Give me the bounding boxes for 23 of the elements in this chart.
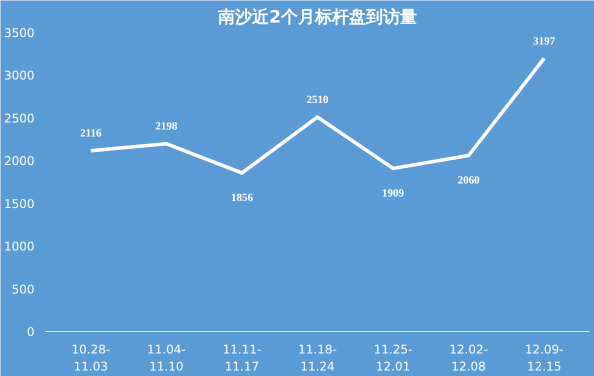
- y-tick-label: 1500: [4, 196, 35, 211]
- x-tick-label: 11.04- 11.10: [147, 342, 186, 374]
- data-label: 2510: [306, 94, 329, 106]
- data-label: 2116: [80, 128, 102, 140]
- y-tick-label: 2500: [4, 111, 35, 126]
- data-label: 1856: [230, 192, 254, 204]
- y-tick-label: 0: [26, 325, 35, 339]
- data-label: 3197: [533, 35, 556, 48]
- chart-title: 南沙近2个月标杆盘到访量: [217, 8, 417, 28]
- data-label: 2060: [458, 174, 480, 187]
- y-tick-label: 500: [12, 282, 34, 296]
- x-tick-label: 12.09- 12.15: [524, 342, 564, 374]
- data-label: 1909: [382, 187, 405, 200]
- x-tick-label: 11.18- 11.24: [298, 342, 337, 374]
- x-tick-label: 11.11- 11.17: [222, 342, 262, 374]
- x-tick-label: 10.28- 11.03: [71, 342, 110, 374]
- y-tick-label: 2000: [4, 154, 35, 168]
- x-tick-label: 12.02- 12.08: [449, 342, 488, 374]
- y-tick-label: 1000: [4, 240, 35, 254]
- data-label: 2198: [155, 120, 178, 133]
- x-tick-label: 11.25- 12.01: [374, 342, 412, 374]
- y-tick-label: 3500: [4, 26, 35, 40]
- y-tick-label: 3000: [4, 68, 35, 83]
